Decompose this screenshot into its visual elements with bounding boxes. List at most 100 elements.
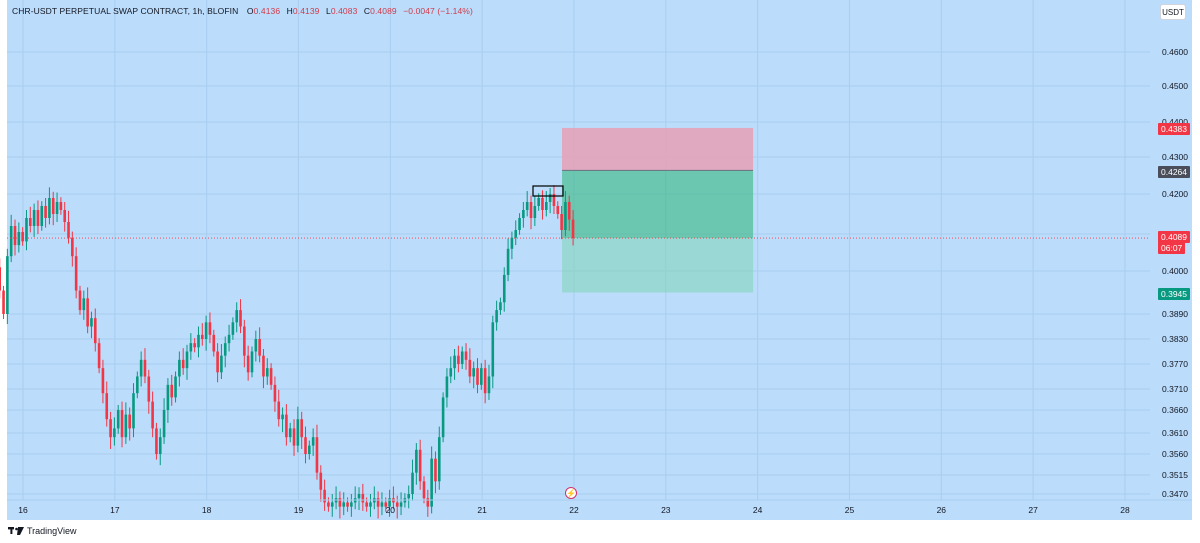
x-tick-label: 22	[569, 505, 579, 515]
candle-body	[166, 384, 170, 410]
candle-body	[6, 256, 9, 314]
candle-body	[323, 489, 326, 503]
candle-body	[223, 343, 227, 356]
candle-body	[380, 502, 384, 507]
candle-body	[13, 226, 17, 246]
candle-body	[518, 218, 521, 230]
candle-body	[204, 322, 208, 339]
candle-body	[415, 449, 418, 473]
y-tick-label: 0.3660	[1162, 405, 1188, 415]
stop-price-tag: 0.4383	[1158, 123, 1190, 135]
lightning-icon[interactable]: ⚡	[565, 487, 577, 499]
tradingview-logo[interactable]: TradingView	[8, 526, 77, 536]
candle-body	[0, 267, 2, 291]
candle-body	[59, 202, 63, 210]
candle-body	[258, 339, 261, 356]
candle-body	[116, 410, 120, 429]
annotation-box	[532, 185, 564, 197]
candle-body	[399, 502, 403, 507]
candle-body	[32, 210, 36, 226]
candle-body	[502, 274, 506, 303]
candle-body	[265, 368, 269, 377]
candle-body	[533, 206, 537, 218]
candle-body	[430, 458, 433, 507]
candle-body	[296, 419, 300, 446]
candle-body	[499, 302, 502, 311]
x-tick-label: 23	[661, 505, 671, 515]
candle-body	[369, 502, 372, 507]
candle-body	[483, 368, 487, 394]
entry-price-tag: 0.4264	[1158, 166, 1190, 178]
candle-body	[426, 498, 430, 507]
y-tick-label: 0.3515	[1162, 470, 1188, 480]
candle-body	[510, 237, 514, 249]
candle-body	[55, 202, 59, 214]
candle-body	[105, 393, 109, 420]
candle-body	[97, 343, 101, 369]
candle-body	[464, 351, 468, 360]
candle-body	[201, 334, 204, 339]
candle-body	[472, 368, 475, 377]
y-tick-label: 0.4600	[1162, 47, 1188, 57]
candle-body	[361, 494, 365, 503]
currency-button[interactable]: USDT	[1160, 4, 1186, 20]
x-tick-label: 25	[845, 505, 855, 515]
target-price-tag: 0.3945	[1158, 288, 1190, 300]
candle-body	[250, 351, 254, 373]
candle-body	[74, 256, 78, 291]
candle-body	[28, 218, 32, 226]
y-tick-label: 0.4000	[1162, 266, 1188, 276]
y-tick-label: 0.4500	[1162, 81, 1188, 91]
candle-body	[63, 210, 66, 222]
candle-body	[9, 226, 13, 257]
candle-body	[281, 414, 284, 420]
x-tick-label: 19	[294, 505, 304, 515]
candle-body	[143, 359, 147, 377]
candle-body	[342, 502, 346, 507]
candle-body	[411, 472, 414, 494]
current-price-tag: 0.4089	[1158, 231, 1190, 243]
candle-body	[552, 194, 556, 206]
candle-body	[460, 351, 464, 364]
candle-body	[2, 290, 5, 314]
candle-body	[541, 198, 544, 210]
candle-body	[407, 494, 411, 499]
x-tick-label: 24	[753, 505, 763, 515]
candle-body	[545, 202, 548, 210]
branding-text: TradingView	[27, 526, 77, 536]
symbol-title[interactable]: CHR-USDT PERPETUAL SWAP CONTRACT, 1h, BL…	[12, 6, 239, 16]
candle-body	[384, 502, 388, 507]
y-tick-label: 0.3890	[1162, 309, 1188, 319]
candle-body	[292, 428, 296, 446]
candle-body	[227, 334, 231, 344]
candle-body	[434, 458, 437, 482]
candle-body	[311, 437, 315, 446]
high-label: H	[286, 6, 293, 16]
candle-body	[216, 351, 219, 373]
candle-body	[457, 355, 460, 364]
candle-body	[82, 298, 86, 311]
candle-body	[235, 310, 239, 323]
candle-body	[480, 368, 483, 385]
candle-body	[185, 351, 189, 369]
candle-body	[147, 376, 151, 402]
candle-body	[231, 322, 235, 335]
candle-body	[193, 343, 196, 348]
candle-body	[269, 368, 273, 385]
stop-loss-zone	[562, 127, 754, 171]
x-tick-label: 27	[1028, 505, 1038, 515]
y-tick-label: 0.3830	[1162, 334, 1188, 344]
candle-body	[346, 502, 349, 507]
candle-body	[109, 419, 112, 438]
candle-body	[243, 326, 246, 356]
candle-body	[17, 232, 21, 246]
candle-body	[388, 498, 391, 507]
candle-body	[338, 498, 342, 507]
candle-body	[476, 368, 479, 385]
candle-body	[522, 210, 525, 218]
candle-body	[44, 206, 47, 218]
x-tick-label: 17	[110, 505, 120, 515]
close-label: C	[363, 6, 371, 16]
candle-body	[422, 481, 426, 499]
